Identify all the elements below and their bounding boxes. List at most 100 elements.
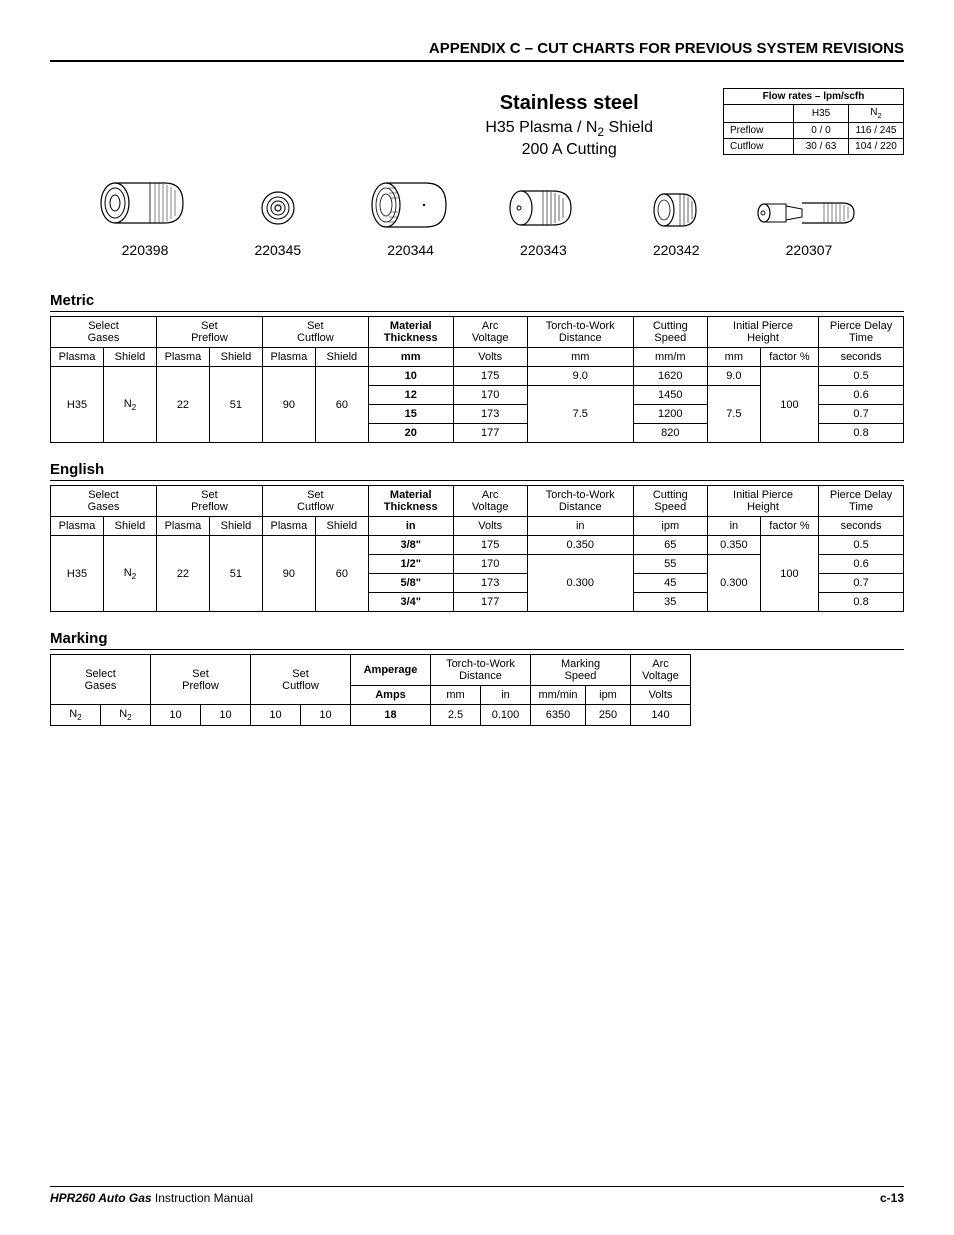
cutflow-plasma: 10 [251,705,301,726]
sub-volts: Volts [631,686,691,705]
thick: 12 [368,386,453,405]
flow-blank [724,105,794,123]
hdr-set-cutflow: SetCutflow [251,655,351,705]
dist-mm: 2.5 [431,705,481,726]
preflow-plasma: 22 [156,536,209,612]
section-title-marking: Marking [50,630,904,650]
swirl-ring-icon [646,188,706,233]
hdr-select-gases: SelectGases [51,486,157,517]
dist: 7.5 [527,386,633,443]
part-label: 220342 [621,242,731,258]
appendix-header: APPENDIX C – CUT CHARTS FOR PREVIOUS SYS… [50,40,904,62]
preflow-n2: 116 / 245 [849,123,904,139]
cutflow-h35: 30 / 63 [794,139,849,155]
hdr-set-cutflow: SetCutflow [262,317,368,348]
sub-in: in [527,517,633,536]
hdr-pierce-h: Initial PierceHeight [707,486,818,517]
parts-row: 220398 220345 220344 [90,173,864,258]
speed: 55 [633,555,707,574]
dist-in: 0.100 [481,705,531,726]
dist: 0.300 [527,555,633,612]
sub-mm: mm [707,348,760,367]
volts: 175 [453,536,527,555]
volts: 173 [453,574,527,593]
sub-ipm: ipm [586,686,631,705]
hdr-select-gases: SelectGases [51,655,151,705]
part-label: 220343 [488,242,598,258]
volts: 177 [453,424,527,443]
cutflow-shield: 60 [315,367,368,443]
delay: 0.5 [819,536,904,555]
retaining-cap-icon [366,178,456,233]
subtitle-amperage: 200 A Cutting [485,141,653,159]
ph: 0.350 [707,536,760,555]
sub-volts: Volts [453,348,527,367]
hdr-set-preflow: SetPreflow [151,655,251,705]
hdr-arc: ArcVoltage [631,655,691,686]
part-220343: 220343 [488,183,598,258]
sub-amps: Amps [351,686,431,705]
sub-plasma: Plasma [156,348,209,367]
hdr-arc: ArcVoltage [453,317,527,348]
page-footer: HPR260 Auto Gas Instruction Manual c-13 [50,1186,904,1205]
factor: 100 [760,367,818,443]
preflow-plasma: 22 [156,367,209,443]
thick: 15 [368,405,453,424]
sub-mm: mm [527,348,633,367]
flow-col-h35: H35 [794,105,849,123]
thick: 5/8" [368,574,453,593]
hdr-arc: ArcVoltage [453,486,527,517]
subtitle-post: Shield [604,119,653,136]
sub-plasma: Plasma [262,348,315,367]
hdr-cutting: CuttingSpeed [633,317,707,348]
hdr-amperage: Amperage [351,655,431,686]
sub-plasma: Plasma [156,517,209,536]
volts: 140 [631,705,691,726]
cutflow-label: Cutflow [724,139,794,155]
preflow-label: Preflow [724,123,794,139]
volts: 173 [453,405,527,424]
preflow-shield: 51 [209,536,262,612]
preflow-h35: 0 / 0 [794,123,849,139]
gas-plasma: N2 [51,705,101,726]
gas-plasma: H35 [51,367,104,443]
marking-table: SelectGases SetPreflow SetCutflow Ampera… [50,654,691,726]
hdr-material: MaterialThickness [368,486,453,517]
speed: 65 [633,536,707,555]
part-220342: 220342 [621,188,731,258]
sub-volts: Volts [453,517,527,536]
delay: 0.8 [819,424,904,443]
speed-mmmin: 6350 [531,705,586,726]
part-220398: 220398 [90,173,200,258]
footer-left: HPR260 Auto Gas Instruction Manual [50,1191,253,1205]
speed-ipm: 250 [586,705,631,726]
sub-shield: Shield [103,517,156,536]
cutflow-n2: 104 / 220 [849,139,904,155]
sub-plasma: Plasma [51,348,104,367]
cutflow-shield: 10 [301,705,351,726]
ph: 7.5 [707,386,760,443]
delay: 0.8 [819,593,904,612]
volts: 170 [453,555,527,574]
volts: 177 [453,593,527,612]
part-220345: 220345 [223,183,333,258]
delay: 0.6 [819,386,904,405]
shield-icon [253,183,303,233]
amps: 18 [351,705,431,726]
product-name: HPR260 Auto Gas [50,1191,152,1205]
hdr-pierce-h: Initial PierceHeight [707,317,818,348]
sub-mm: mm [368,348,453,367]
sub-shield: Shield [315,517,368,536]
hdr-set-preflow: SetPreflow [156,486,262,517]
part-220307: 220307 [754,193,864,258]
thick: 1/2" [368,555,453,574]
nozzle-icon [503,183,583,233]
sub-plasma: Plasma [51,517,104,536]
hdr-torch: Torch-to-WorkDistance [527,317,633,348]
speed: 1200 [633,405,707,424]
speed: 35 [633,593,707,612]
thick: 20 [368,424,453,443]
dist: 9.0 [527,367,633,386]
ph: 0.300 [707,555,760,612]
gas-plasma: H35 [51,536,104,612]
